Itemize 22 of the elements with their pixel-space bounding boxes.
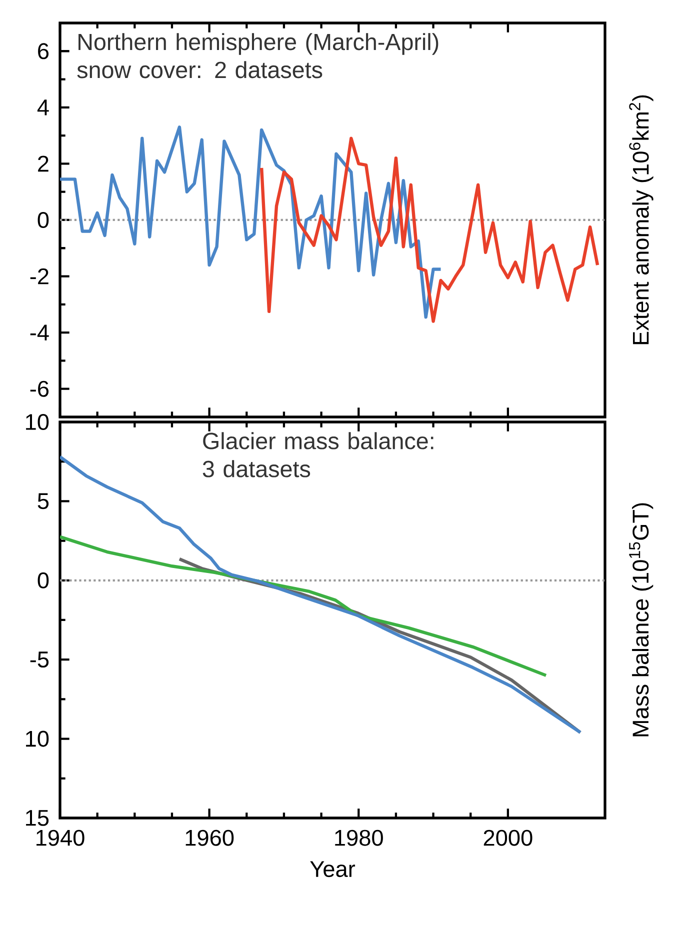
y-tick-label: 0 (38, 212, 49, 228)
x-tick-label: 1960 (186, 830, 234, 846)
y-tick-label: -2 (30, 268, 48, 284)
y-axis-title: Mass balance (10$^{15}$GT) (629, 503, 654, 736)
x-tick-label: 1980 (335, 830, 383, 846)
y-tick-label: 4 (37, 100, 49, 116)
y-axis-title: Extent anomaly (10$^{6}$km$^{2}$) (629, 95, 654, 344)
x-axis-title: Year (310, 861, 356, 878)
y-tick-label: 15 (26, 810, 49, 826)
y-tick-label: 5 (38, 493, 49, 510)
y-tick-label: 6 (38, 43, 49, 60)
y-tick-label: 0 (38, 572, 49, 588)
x-tick-label: 1940 (36, 830, 84, 846)
y-tick-label: 2 (38, 156, 48, 172)
x-tick-label: 2000 (484, 830, 532, 846)
y-tick-label: 10 (26, 414, 49, 430)
y-tick-label: -6 (30, 380, 49, 397)
annotation: Northern hemisphere (March-April) snow cover: 2 datasets (77, 33, 438, 78)
y-tick-label: 10 (26, 730, 49, 747)
annotation: Glacier mass balance: 3 datasets (202, 432, 434, 478)
y-tick-label: -4 (30, 324, 49, 340)
y-tick-label: -5 (30, 652, 49, 668)
